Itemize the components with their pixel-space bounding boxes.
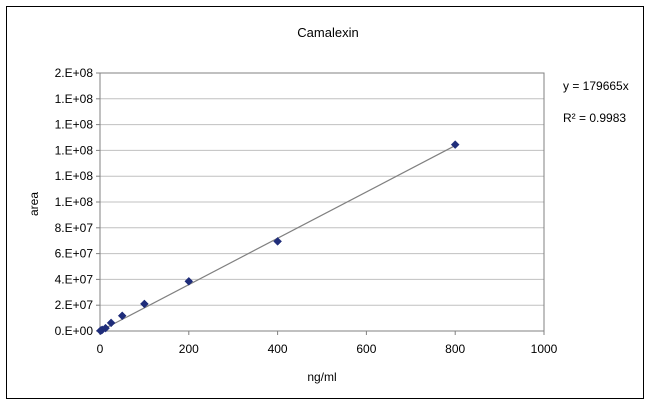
y-tick-label: 1.E+08	[55, 169, 94, 183]
x-axis-title: ng/ml	[307, 370, 336, 384]
y-tick-label: 1.E+08	[55, 118, 94, 132]
data-point	[117, 311, 127, 321]
trendline-r-squared: R² = 0.9983	[563, 111, 626, 125]
gridlines	[100, 72, 544, 306]
y-tick-label: 0.E+00	[55, 324, 94, 338]
trendline-equation: y = 179665x	[563, 79, 629, 93]
y-tick-label: 6.E+07	[55, 247, 94, 261]
data-point	[101, 323, 110, 333]
x-tick-label: 200	[179, 342, 199, 356]
data-point	[106, 318, 116, 328]
y-tick-label: 2.E+07	[55, 298, 94, 312]
x-tick-label: 800	[445, 342, 465, 356]
data-point	[273, 236, 282, 246]
x-tick-labels: 0 200 400 600 800 1000	[97, 331, 558, 356]
y-tick-labels: 0.E+00 2.E+07 4.E+07 6.E+07 8.E+07 1.E+08 1.E+…	[55, 66, 100, 338]
y-axis-title: area	[27, 192, 41, 216]
data-point	[140, 299, 149, 309]
y-tick-label: 1.E+08	[55, 195, 94, 209]
chart-title: Camalexin	[297, 25, 358, 40]
data-points	[96, 140, 460, 336]
y-tick-label: 4.E+07	[55, 272, 94, 286]
data-point	[450, 140, 460, 149]
data-point	[184, 276, 194, 286]
x-tick-label: 400	[268, 342, 288, 356]
x-tick-label: 600	[356, 342, 376, 356]
x-tick-label: 1000	[531, 342, 558, 356]
y-tick-label: 1.E+08	[55, 92, 94, 106]
y-tick-label: 2.E+08	[55, 66, 94, 80]
y-tick-label: 1.E+08	[55, 143, 94, 157]
y-tick-label: 8.E+07	[55, 221, 94, 235]
x-tick-label: 0	[97, 342, 104, 356]
